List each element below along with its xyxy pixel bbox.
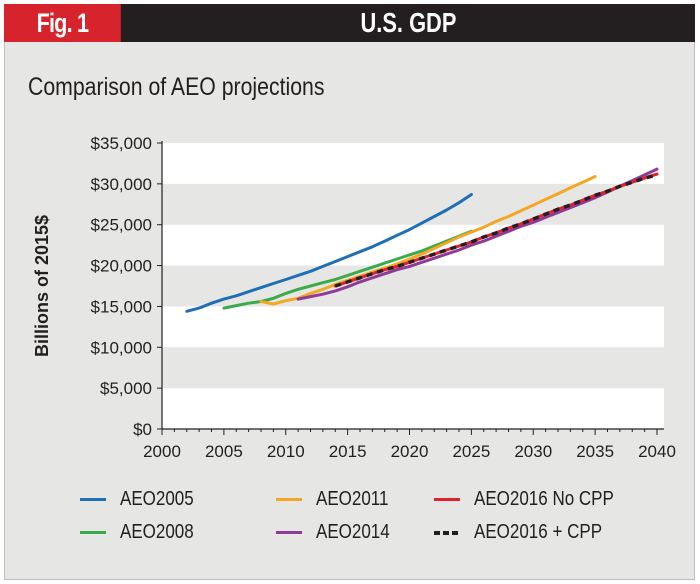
y-tick-label: $35,000: [91, 134, 152, 153]
grid-band: [162, 347, 664, 389]
series-line-aeo2005: [185, 193, 473, 313]
x-tick-label: 2030: [514, 442, 552, 461]
legend-swatch: [434, 498, 460, 501]
y-tick-label: $20,000: [91, 257, 152, 276]
series-line-aeo2014: [296, 167, 659, 301]
legend-label: AEO2016 + CPP: [474, 521, 603, 543]
y-tick-label: $5,000: [100, 379, 152, 398]
grid-band: [162, 183, 664, 225]
chart-subtitle: Comparison of AEO projections: [28, 73, 325, 101]
figure-title: U.S. GDP: [121, 4, 695, 42]
series-line-aeo2011: [259, 175, 597, 306]
grid-bands: [162, 143, 664, 429]
x-tick-label: 2010: [267, 442, 305, 461]
y-tick-label: $25,000: [91, 216, 152, 235]
legend-label: AEO2005: [120, 488, 194, 510]
legend-label: AEO2011: [316, 488, 389, 510]
legend-swatch: [80, 531, 106, 534]
y-axis-label: Billions of 2015$: [32, 215, 52, 357]
legend-swatch: [276, 531, 302, 534]
legend-item: AEO2008: [80, 521, 207, 544]
y-tick-label: $15,000: [91, 297, 152, 316]
series-line-aeo2016-cpp: [334, 173, 658, 288]
grid-band: [162, 388, 664, 429]
figure-number: Fig. 1: [4, 4, 121, 42]
y-tick-label: $0: [133, 420, 152, 439]
legend-item: AEO2014: [276, 521, 403, 544]
x-tick-label: 2025: [452, 442, 490, 461]
y-tick-label: $30,000: [91, 175, 152, 194]
legend-item: AEO2011: [276, 488, 401, 511]
legend-item: AEO2016 + CPP: [434, 521, 625, 544]
x-tick-label: 2020: [391, 442, 429, 461]
figure-title-text: U.S. GDP: [360, 7, 456, 38]
legend-label: AEO2008: [120, 521, 194, 543]
legend-item: AEO2005: [80, 488, 207, 511]
x-tick-label: 2015: [329, 442, 367, 461]
x-tick-label: 2000: [143, 442, 181, 461]
grid-band: [162, 265, 664, 307]
x-tick-label: 2005: [205, 442, 243, 461]
series-line-aeo2008: [222, 229, 473, 310]
legend-label: AEO2014: [316, 521, 390, 543]
legend-swatch: [80, 498, 106, 501]
legend-swatch: [434, 530, 460, 535]
y-tick-label: $10,000: [91, 338, 152, 357]
series-lines: [185, 167, 659, 313]
legend-label: AEO2016 No CPP: [474, 488, 614, 510]
x-tick-label: 2035: [576, 442, 614, 461]
axes: $0 $5,000 $10,000 $15,000 $20,000 $25,000 $30,…: [91, 134, 676, 461]
x-tick-label: 2040: [638, 442, 676, 461]
grid-band: [162, 306, 664, 348]
grid-band: [162, 143, 664, 184]
legend-swatch: [276, 498, 302, 501]
legend-item: AEO2016 No CPP: [434, 488, 639, 511]
